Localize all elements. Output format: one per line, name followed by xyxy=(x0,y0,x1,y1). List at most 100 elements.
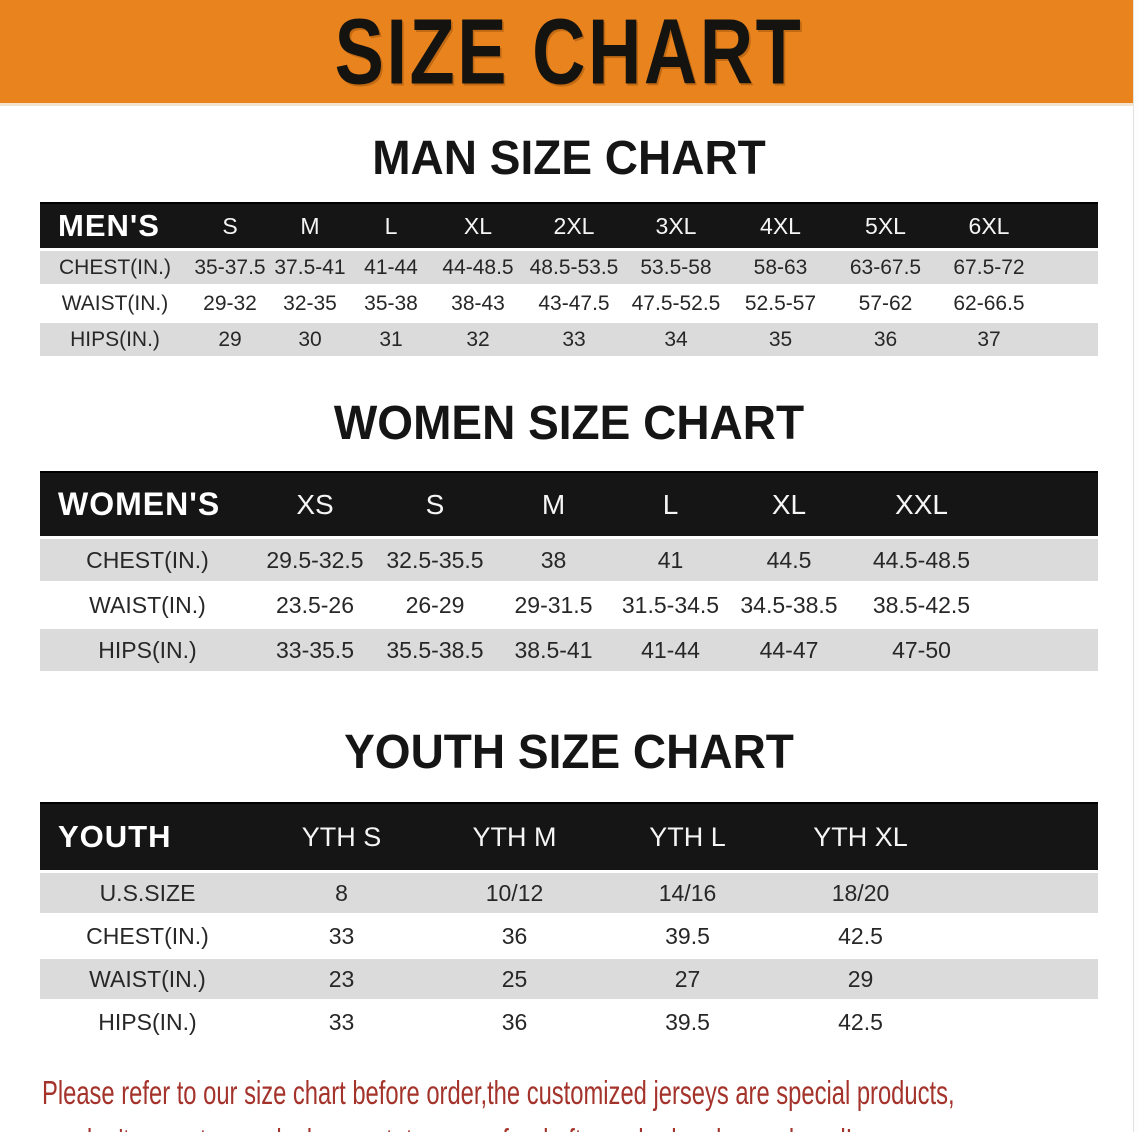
size-value-cell: 38.5-41 xyxy=(495,627,612,674)
spacer-cell xyxy=(1040,321,1098,359)
row-label: WAIST(IN.) xyxy=(40,285,190,323)
size-column-header: 2XL xyxy=(524,202,624,251)
size-value-cell: 31 xyxy=(350,321,432,359)
size-value-cell: 14/16 xyxy=(601,871,774,916)
size-column-header: S xyxy=(190,202,270,251)
size-value-cell: 44-48.5 xyxy=(432,249,524,287)
size-value-cell: 29.5-32.5 xyxy=(255,537,375,584)
scan-edge-artifact xyxy=(1133,0,1138,1132)
size-value-cell: 38 xyxy=(495,537,612,584)
order-policy-line-1: Please refer to our size chart before or… xyxy=(42,1074,955,1111)
size-column-header: 4XL xyxy=(728,202,833,251)
size-value-cell: 58-63 xyxy=(728,249,833,287)
size-value-cell: 35.5-38.5 xyxy=(375,627,495,674)
size-value-cell: 41-44 xyxy=(612,627,729,674)
size-value-cell: 32 xyxy=(432,321,524,359)
size-value-cell: 63-67.5 xyxy=(833,249,938,287)
size-value-cell: 35-37.5 xyxy=(190,249,270,287)
size-value-cell: 52.5-57 xyxy=(728,285,833,323)
banner-title: SIZE CHART xyxy=(334,0,804,103)
table-title-cell: MEN'S xyxy=(40,202,190,251)
row-label: WAIST(IN.) xyxy=(40,582,255,629)
row-label: CHEST(IN.) xyxy=(40,249,190,287)
spacer-cell xyxy=(947,914,1098,959)
size-value-cell: 67.5-72 xyxy=(938,249,1040,287)
size-value-cell: 36 xyxy=(428,1000,601,1045)
size-column-header: YTH S xyxy=(255,802,428,873)
women-size-table: WOMEN'S XS S M L XL XXL CHEST(IN.) 29.5-32.5 32.5… xyxy=(40,471,1098,674)
size-value-cell: 48.5-53.5 xyxy=(524,249,624,287)
measurement-row: U.S.SIZE 8 10/12 14/16 18/20 xyxy=(40,871,1098,916)
spacer-cell xyxy=(994,471,1098,539)
size-value-cell: 25 xyxy=(428,957,601,1002)
spacer-cell xyxy=(947,1000,1098,1045)
size-column-header: 5XL xyxy=(833,202,938,251)
size-value-cell: 33 xyxy=(255,1000,428,1045)
youth-size-table: YOUTH YTH S YTH M YTH L YTH XL U.S.SIZE 8 10/12… xyxy=(40,802,1098,1045)
size-value-cell: 39.5 xyxy=(601,1000,774,1045)
measurement-row: HIPS(IN.) 33-35.5 35.5-38.5 38.5-41 41-44 44-… xyxy=(40,627,1098,674)
table-title-cell: WOMEN'S xyxy=(40,471,255,539)
spacer-cell xyxy=(947,802,1098,873)
measurement-row: HIPS(IN.) 29 30 31 32 33 34 35 36 37 xyxy=(40,321,1098,359)
size-value-cell: 42.5 xyxy=(774,1000,947,1045)
spacer-cell xyxy=(1040,202,1098,251)
size-value-cell: 34 xyxy=(624,321,728,359)
size-value-cell: 29 xyxy=(190,321,270,359)
measurement-row: CHEST(IN.) 35-37.5 37.5-41 41-44 44-48.5 48.5… xyxy=(40,249,1098,287)
size-value-cell: 31.5-34.5 xyxy=(612,582,729,629)
size-value-cell: 29 xyxy=(774,957,947,1002)
size-column-header: 6XL xyxy=(938,202,1040,251)
size-column-header: XS xyxy=(255,471,375,539)
spacer-cell xyxy=(1040,249,1098,287)
measurement-row: CHEST(IN.) 33 36 39.5 42.5 xyxy=(40,914,1098,959)
size-column-header: XXL xyxy=(849,471,994,539)
size-value-cell: 33-35.5 xyxy=(255,627,375,674)
size-value-cell: 53.5-58 xyxy=(624,249,728,287)
measurement-row: WAIST(IN.) 23.5-26 26-29 29-31.5 31.5-34.5 34… xyxy=(40,582,1098,629)
size-value-cell: 44-47 xyxy=(729,627,849,674)
row-label: U.S.SIZE xyxy=(40,871,255,916)
size-value-cell: 47-50 xyxy=(849,627,994,674)
size-value-cell: 27 xyxy=(601,957,774,1002)
size-value-cell: 10/12 xyxy=(428,871,601,916)
size-value-cell: 30 xyxy=(270,321,350,359)
youth-section-heading: YOUTH SIZE CHART xyxy=(344,723,794,779)
size-value-cell: 23 xyxy=(255,957,428,1002)
spacer-cell xyxy=(947,871,1098,916)
size-column-header: M xyxy=(270,202,350,251)
size-value-cell: 44.5-48.5 xyxy=(849,537,994,584)
size-value-cell: 43-47.5 xyxy=(524,285,624,323)
row-label: CHEST(IN.) xyxy=(40,914,255,959)
size-column-header: YTH XL xyxy=(774,802,947,873)
measurement-row: CHEST(IN.) 29.5-32.5 32.5-35.5 38 41 44.5 44.5… xyxy=(40,537,1098,584)
size-value-cell: 32.5-35.5 xyxy=(375,537,495,584)
size-column-header: S xyxy=(375,471,495,539)
table-header-row: MEN'S S M L XL 2XL 3XL 4XL 5XL 6XL xyxy=(40,202,1098,251)
size-value-cell: 29-32 xyxy=(190,285,270,323)
row-label: HIPS(IN.) xyxy=(40,1000,255,1045)
size-column-header: XL xyxy=(432,202,524,251)
size-value-cell: 35 xyxy=(728,321,833,359)
size-value-cell: 34.5-38.5 xyxy=(729,582,849,629)
size-chart-banner: SIZE CHART xyxy=(0,0,1138,106)
spacer-cell xyxy=(1040,285,1098,323)
man-section-heading: MAN SIZE CHART xyxy=(372,129,766,185)
table-header-row: WOMEN'S XS S M L XL XXL xyxy=(40,471,1098,539)
size-column-header: XL xyxy=(729,471,849,539)
size-value-cell: 39.5 xyxy=(601,914,774,959)
size-value-cell: 18/20 xyxy=(774,871,947,916)
size-value-cell: 33 xyxy=(524,321,624,359)
spacer-cell xyxy=(994,627,1098,674)
row-label: CHEST(IN.) xyxy=(40,537,255,584)
size-value-cell: 33 xyxy=(255,914,428,959)
size-value-cell: 35-38 xyxy=(350,285,432,323)
size-column-header: M xyxy=(495,471,612,539)
size-column-header: L xyxy=(350,202,432,251)
size-column-header: L xyxy=(612,471,729,539)
size-value-cell: 32-35 xyxy=(270,285,350,323)
size-value-cell: 37.5-41 xyxy=(270,249,350,287)
order-policy-line-2: we don't accept cancel, change, teturn o… xyxy=(42,1117,852,1132)
spacer-cell xyxy=(947,957,1098,1002)
size-value-cell: 23.5-26 xyxy=(255,582,375,629)
